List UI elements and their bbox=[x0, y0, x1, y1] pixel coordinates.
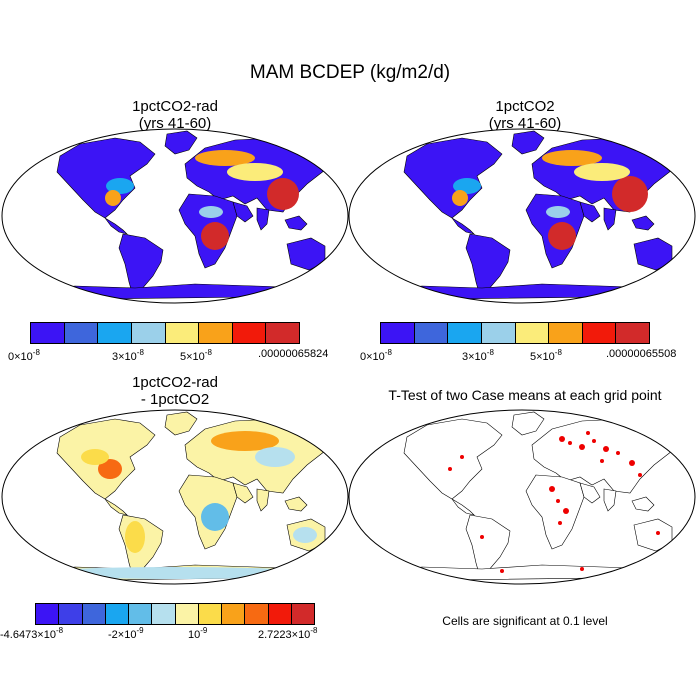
panel3-tick-1e9: 10-9 bbox=[188, 626, 208, 641]
panel4-title: T-Test of two Case means at each grid po… bbox=[350, 387, 700, 404]
colorbar-swatch bbox=[413, 322, 449, 344]
colorbar-swatch bbox=[231, 322, 267, 344]
colorbar-swatch bbox=[267, 603, 292, 625]
colorbar-swatch bbox=[151, 603, 176, 625]
colorbar-swatch bbox=[130, 322, 166, 344]
panel3-tick-max: 2.7223×10-8 bbox=[258, 626, 318, 641]
panel2-tick-5e8: 5×10-8 bbox=[530, 348, 562, 363]
panel1-tick-5e8: 5×10-8 bbox=[180, 348, 212, 363]
panel3-title-line2: - 1pctCO2 bbox=[140, 391, 210, 408]
colorbar-swatch bbox=[480, 322, 516, 344]
colorbar-swatch bbox=[290, 603, 315, 625]
colorbar-swatch bbox=[221, 603, 246, 625]
colorbar-swatch bbox=[244, 603, 269, 625]
figure-title: MAM BCDEP (kg/m2/d) bbox=[249, 62, 451, 83]
colorbar-swatch bbox=[30, 322, 65, 344]
colorbar-swatch bbox=[447, 322, 482, 344]
colorbar-swatch bbox=[548, 322, 583, 344]
colorbar-swatch bbox=[58, 603, 83, 625]
panel2-tick-min: 0×10-8 bbox=[360, 348, 392, 363]
colorbar-swatch bbox=[128, 603, 153, 625]
hotspot bbox=[201, 222, 229, 250]
panel1-colorbar bbox=[30, 322, 300, 344]
colorbar-swatch bbox=[514, 322, 550, 344]
panel2-title-line2: (yrs 41-60) bbox=[488, 115, 562, 132]
colorbar-swatch bbox=[97, 322, 132, 344]
colorbar-swatch bbox=[63, 322, 99, 344]
panel2-title: 1pctCO2 (yrs 41-60) bbox=[425, 98, 625, 132]
panel2-tick-max: .00000065508 bbox=[606, 348, 677, 360]
panel3-title: 1pctCO2-rad - 1pctCO2 bbox=[75, 374, 275, 408]
panel1-title-line1: 1pctCO2-rad bbox=[132, 98, 218, 115]
panel3-tick-neg2e9: -2×10-9 bbox=[108, 626, 144, 641]
colorbar-swatch bbox=[174, 603, 199, 625]
colorbar-swatch bbox=[35, 603, 60, 625]
panel1-title-line2: (yrs 41-60) bbox=[138, 115, 212, 132]
colorbar-swatch bbox=[380, 322, 415, 344]
colorbar-swatch bbox=[197, 603, 222, 625]
colorbar-swatch bbox=[265, 322, 300, 344]
colorbar-swatch bbox=[164, 322, 200, 344]
colorbar-swatch bbox=[615, 322, 650, 344]
panel3-tick-min: -4.6473×10-8 bbox=[0, 626, 64, 641]
panel1-tick-3e8: 3×10-8 bbox=[112, 348, 144, 363]
panel2-tick-3e8: 3×10-8 bbox=[462, 348, 494, 363]
panel1-tick-min: 0×10-8 bbox=[8, 348, 40, 363]
colorbar-swatch bbox=[581, 322, 617, 344]
colorbar-swatch bbox=[81, 603, 106, 625]
panel3-title-line1: 1pctCO2-rad bbox=[132, 374, 218, 391]
colorbar-swatch bbox=[104, 603, 129, 625]
significance-note: Cells are significant at 0.1 level bbox=[442, 614, 608, 628]
panel4-title-line1: T-Test of two Case means at each grid po… bbox=[388, 387, 662, 403]
panel2-title-line1: 1pctCO2 bbox=[495, 98, 555, 115]
panel1-title: 1pctCO2-rad (yrs 41-60) bbox=[75, 98, 275, 132]
panel3-colorbar bbox=[35, 603, 315, 625]
panel1-tick-max: .00000065824 bbox=[258, 348, 329, 360]
colorbar-swatch bbox=[198, 322, 233, 344]
panel2-colorbar bbox=[380, 322, 650, 344]
